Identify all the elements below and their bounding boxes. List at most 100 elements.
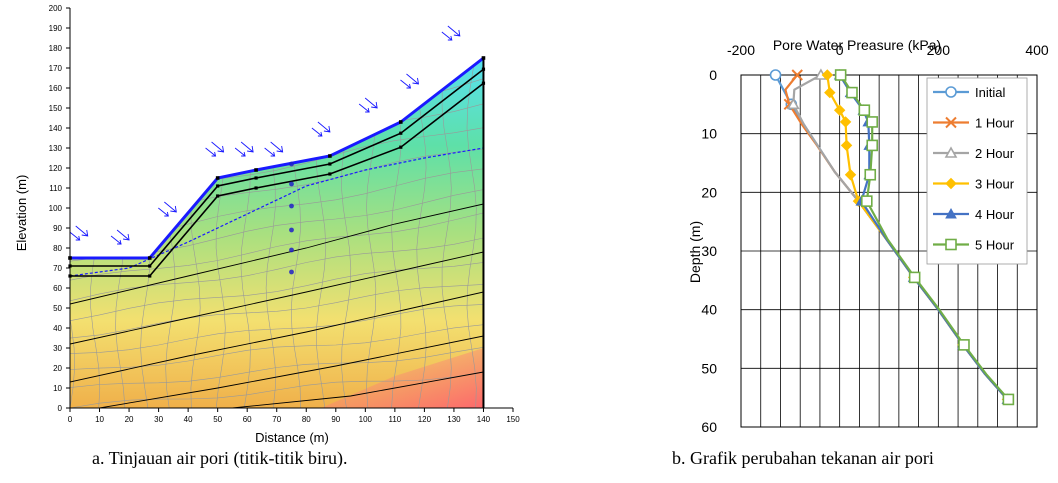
data-point bbox=[839, 116, 852, 128]
mesh-line bbox=[70, 284, 484, 339]
layer-node bbox=[148, 274, 152, 278]
y-tick-label: 40 bbox=[53, 324, 62, 333]
pore-pressure-chart: -200 0 200 400 0 10 20 30 40 50 60 Pore Water Prea… bbox=[687, 37, 1049, 435]
x-tick-label: 0 bbox=[836, 42, 844, 58]
rain-arrow bbox=[270, 141, 284, 153]
slope-body bbox=[70, 58, 484, 408]
legend-label: 4 Hour bbox=[975, 207, 1015, 222]
ground-surface bbox=[68, 56, 486, 278]
x-tick-label: 0 bbox=[68, 415, 73, 424]
legend-label: Initial bbox=[975, 85, 1005, 100]
y-tick-label: 60 bbox=[53, 284, 62, 293]
y-tick-label: 190 bbox=[49, 24, 63, 33]
data-point bbox=[866, 139, 879, 152]
data-point bbox=[791, 69, 803, 81]
surface-node bbox=[254, 168, 258, 172]
legend-item: 2 Hour bbox=[933, 146, 1015, 161]
rain-arrow bbox=[358, 103, 370, 113]
rain-arrow bbox=[441, 31, 453, 41]
y-axis-label: Depth (m) bbox=[687, 221, 703, 283]
y-tick-label: 130 bbox=[49, 144, 63, 153]
data-point bbox=[866, 116, 879, 128]
observation-point bbox=[289, 247, 294, 253]
mesh-line bbox=[70, 212, 484, 281]
series-5-hour bbox=[834, 69, 1015, 406]
x-tick-label: 30 bbox=[154, 415, 163, 424]
x-tick-label: 200 bbox=[927, 42, 951, 58]
y-tick-label: 80 bbox=[53, 244, 62, 253]
observation-point bbox=[289, 269, 294, 275]
legend-item: Initial bbox=[933, 85, 1005, 100]
x-tick-label: 130 bbox=[447, 415, 461, 424]
contour-lines bbox=[70, 147, 484, 408]
surface-node bbox=[328, 154, 332, 158]
y-tick-label: 10 bbox=[53, 384, 62, 393]
rain-arrow bbox=[447, 25, 461, 37]
rain-arrow bbox=[205, 147, 217, 157]
legend-label: 3 Hour bbox=[975, 177, 1015, 192]
data-point bbox=[840, 139, 853, 152]
layer-node bbox=[254, 186, 258, 190]
data-point bbox=[958, 339, 970, 351]
rain-arrow bbox=[311, 127, 323, 137]
layer-node bbox=[148, 264, 152, 268]
y-tick-label: 120 bbox=[49, 164, 63, 173]
rain-arrow bbox=[164, 201, 177, 213]
y-tick-label: 180 bbox=[49, 44, 63, 53]
contour-line bbox=[232, 371, 484, 408]
observation-point bbox=[289, 181, 294, 187]
mesh-line bbox=[70, 237, 484, 302]
y-tick-label: 20 bbox=[701, 184, 717, 200]
x-tick-label: 60 bbox=[243, 415, 252, 424]
y-tick-label: 110 bbox=[49, 184, 62, 193]
x-tick-label: 50 bbox=[213, 415, 222, 424]
legend-label: 5 Hour bbox=[975, 238, 1015, 253]
rain-arrow bbox=[75, 225, 89, 237]
contour-line bbox=[70, 291, 484, 383]
contour-line bbox=[70, 203, 484, 305]
legend-marker bbox=[945, 177, 957, 190]
surface-node bbox=[215, 176, 220, 180]
mesh-line bbox=[70, 0, 484, 45]
data-point bbox=[908, 271, 921, 284]
x-tick-label: 120 bbox=[418, 415, 432, 424]
surface-node bbox=[398, 120, 403, 124]
observation-point bbox=[289, 203, 294, 209]
data-point bbox=[860, 195, 873, 207]
y-tick-label: 100 bbox=[49, 204, 63, 213]
data-point bbox=[858, 104, 871, 116]
chart-title: Pore Water Preasure (kPa) bbox=[773, 37, 941, 53]
legend-marker bbox=[945, 116, 957, 129]
legend-marker bbox=[945, 86, 957, 98]
layer-node bbox=[399, 131, 403, 135]
rain-arrow bbox=[116, 229, 130, 241]
data-point bbox=[833, 104, 846, 116]
y-tick-label: 40 bbox=[701, 302, 717, 318]
observation-point bbox=[289, 161, 294, 167]
legend: Initial 1 Hour 2 Hour 3 Hour 4 Hour 5 Hour bbox=[926, 77, 1028, 265]
legend-marker bbox=[945, 207, 957, 219]
mesh-line bbox=[70, 371, 484, 408]
legend-marker bbox=[944, 146, 958, 158]
layer-node bbox=[328, 172, 332, 176]
x-tick-label: 110 bbox=[388, 415, 401, 424]
data-point bbox=[769, 69, 782, 81]
y-tick-label: 30 bbox=[53, 344, 62, 353]
legend-label: 1 Hour bbox=[975, 116, 1015, 131]
series-layer bbox=[769, 68, 1015, 406]
data-point bbox=[824, 86, 836, 99]
rain-arrow bbox=[400, 79, 412, 89]
contour-line bbox=[99, 335, 484, 408]
x-tick-label: 10 bbox=[95, 415, 104, 424]
y-tick-label: 0 bbox=[709, 67, 717, 83]
mesh-line bbox=[70, 58, 484, 87]
data-point bbox=[1002, 393, 1015, 406]
caption-a: a. Tinjauan air pori (titik-titik biru). bbox=[92, 448, 348, 468]
x-tick-label: 40 bbox=[184, 415, 193, 424]
left-axes: 0 10 20 30 40 50 60 70 80 90 100 110 120 130 140 150 0 10… bbox=[49, 4, 521, 424]
hot-zone bbox=[321, 348, 484, 408]
mesh-line bbox=[70, 58, 484, 105]
legend-box bbox=[926, 77, 1028, 265]
observation-points bbox=[289, 161, 294, 275]
